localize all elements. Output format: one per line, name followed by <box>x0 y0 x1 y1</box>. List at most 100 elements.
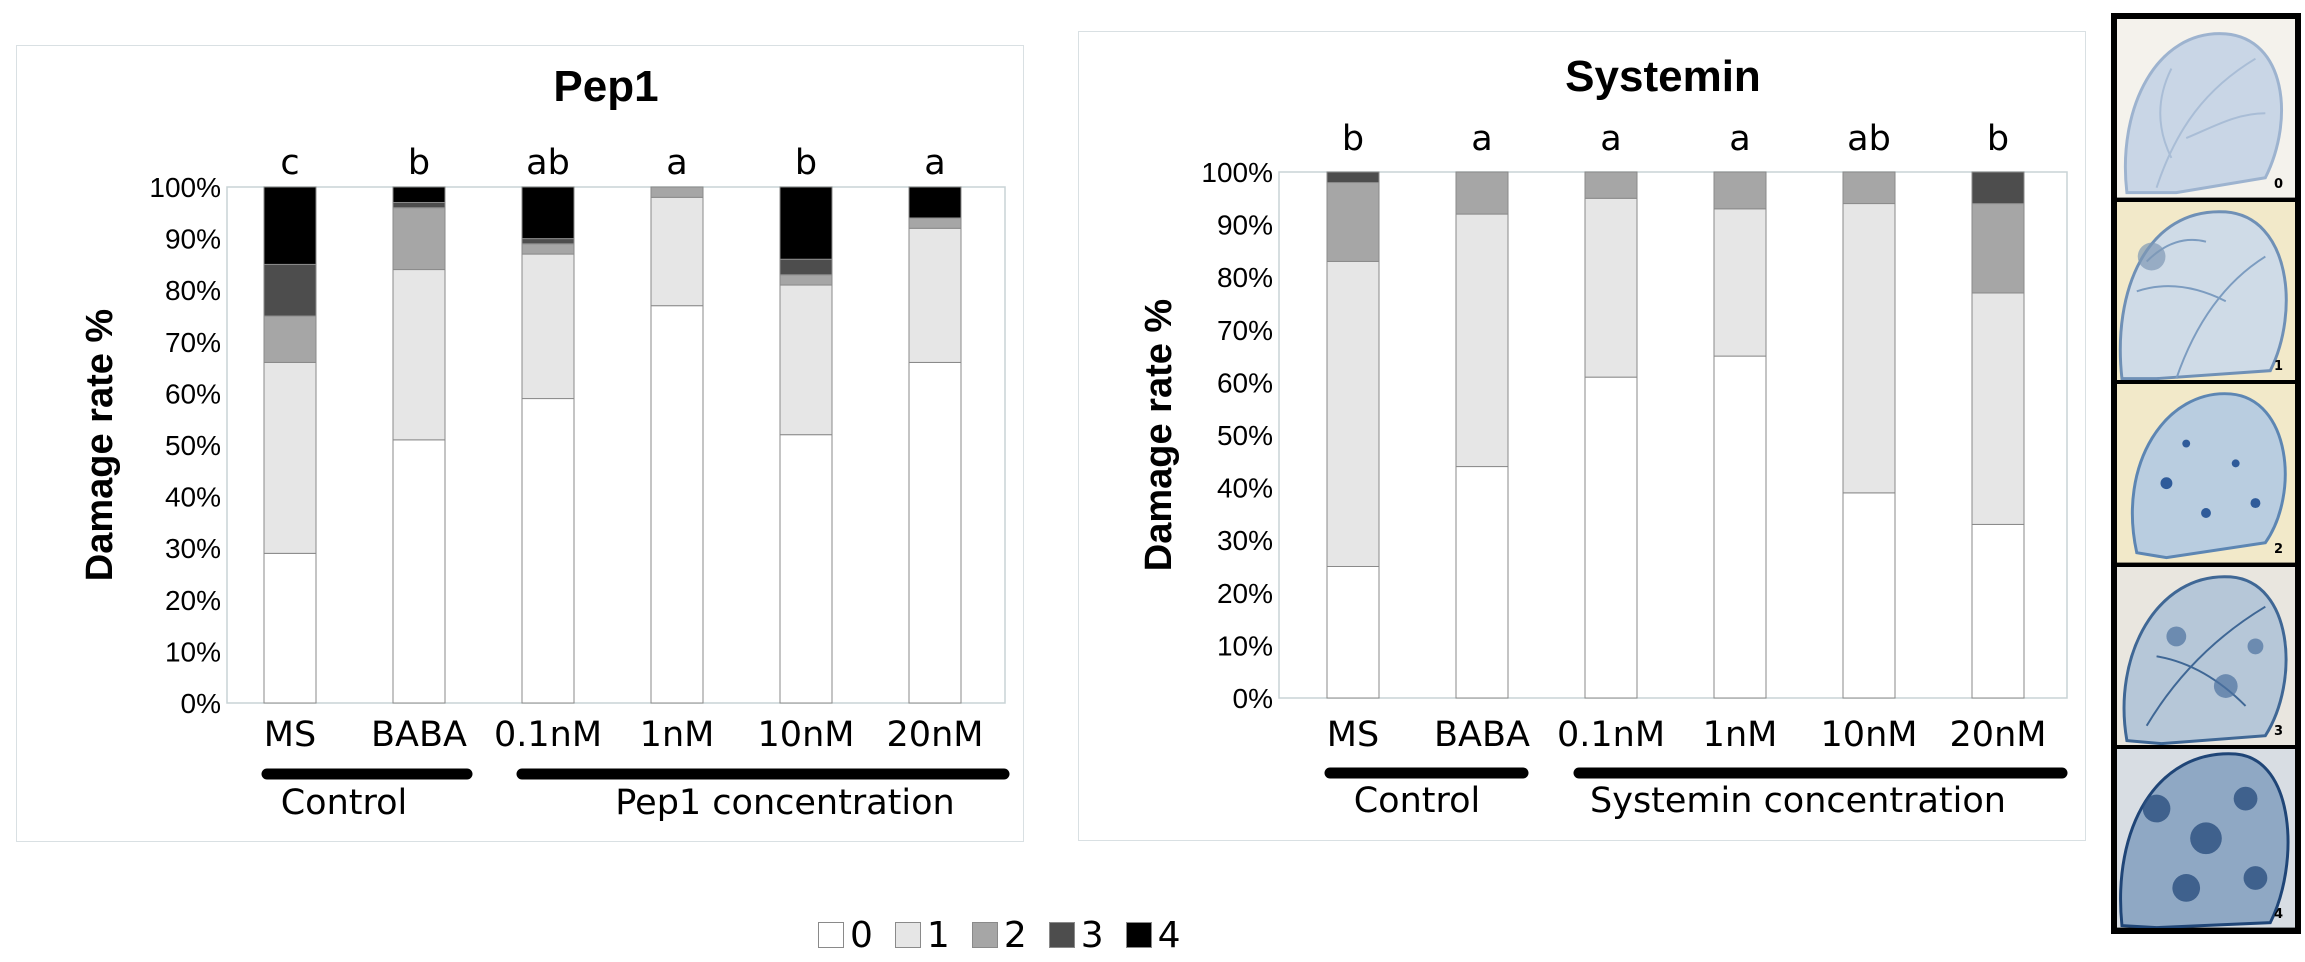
systemin-bar-segment-10nM-level-0 <box>1842 492 1896 699</box>
pep1-bar-segment-20nM-level-4 <box>908 186 962 219</box>
legend-swatch-1 <box>894 922 921 948</box>
leaf-thumbnail-2: 2 <box>2117 384 2295 563</box>
legend-item-2: 2 <box>971 914 1027 956</box>
systemin-bar-segment-BABA-level-0 <box>1455 466 1509 699</box>
pep1-plot-frame <box>226 186 1006 704</box>
pep1-bar-segment-0.1nM-level-4 <box>521 186 575 240</box>
legend-swatch-0 <box>818 922 844 948</box>
systemin-category-label: 0.1nM <box>1557 715 1665 755</box>
pep1-bar-segment-10nM-level-3 <box>779 258 833 276</box>
legend-swatch-3 <box>1048 922 1075 948</box>
systemin-significance-letter: a <box>1471 119 1492 159</box>
systemin-category-label: 20nM <box>1950 715 2047 755</box>
pep1-bar-segment-BABA-level-4 <box>392 186 446 203</box>
pep1-y-tick-label: 60% <box>165 378 221 409</box>
systemin-bar-segment-MS-level-0 <box>1326 566 1380 699</box>
pep1-y-tick-label: 70% <box>165 327 221 358</box>
systemin-y-tick-label: 80% <box>1217 262 1273 293</box>
systemin-y-axis-label: Damage rate % <box>1138 299 1180 571</box>
systemin-chart-title: Systemin <box>1565 52 1761 101</box>
leaf-thumbnail-label-2: 2 <box>2273 541 2283 557</box>
pep1-bar-segment-MS-level-3 <box>263 263 317 317</box>
pep1-bar-segment-1nM-level-0 <box>650 305 704 704</box>
pep1-bar-segment-BABA-level-2 <box>392 207 446 271</box>
systemin-bar-segment-1nM-level-0 <box>1713 355 1767 699</box>
pep1-group-label: Control <box>281 783 408 823</box>
systemin-bar-segment-20nM-level-3 <box>1971 171 2025 205</box>
pep1-bar-segment-MS-level-2 <box>263 315 317 363</box>
pep1-category-label: BABA <box>371 715 467 755</box>
leaf-image-4 <box>2117 749 2295 928</box>
systemin-y-tick-label: 60% <box>1217 367 1273 398</box>
pep1-bar-segment-0.1nM-level-0 <box>521 398 575 704</box>
pep1-y-axis-label: Damage rate % <box>79 309 121 581</box>
systemin-bar-segment-0.1nM-level-0 <box>1584 376 1638 699</box>
systemin-significance-letter: b <box>1987 119 2009 159</box>
systemin-bar-segment-20nM-level-2 <box>1971 203 2025 294</box>
legend-item-0: 0 <box>818 915 873 956</box>
pep1-bar-segment-10nM-level-4 <box>779 186 833 260</box>
systemin-bar-segment-MS-level-3 <box>1326 171 1380 184</box>
pep1-category-label: 10nM <box>758 715 855 755</box>
systemin-y-tick-label: 100% <box>1201 157 1273 188</box>
pep1-bar-segment-BABA-level-1 <box>392 269 446 441</box>
pep1-significance-letter: c <box>280 143 299 183</box>
pep1-bar-segment-10nM-level-2 <box>779 274 833 286</box>
pep1-group-label: Pep1 concentration <box>615 783 954 823</box>
pep1-y-tick-label: 30% <box>165 533 221 564</box>
leaf-thumbnail-label-3: 3 <box>2273 724 2283 740</box>
pep1-category-label: 1nM <box>640 715 715 755</box>
pep1-significance-letter: a <box>666 143 687 183</box>
pep1-category-label: 0.1nM <box>494 715 602 755</box>
leaf-image-0 <box>2117 19 2295 198</box>
systemin-bar-segment-0.1nM-level-2 <box>1584 171 1638 199</box>
pep1-y-tick-label: 100% <box>149 172 221 203</box>
systemin-significance-letter: a <box>1600 119 1621 159</box>
pep1-bar-segment-MS-level-0 <box>263 552 317 704</box>
legend-item-3: 3 <box>1048 915 1104 956</box>
systemin-category-label: 10nM <box>1821 715 1918 755</box>
pep1-bar-segment-BABA-level-3 <box>392 201 446 209</box>
pep1-bar-segment-0.1nM-level-3 <box>521 238 575 245</box>
legend-swatch-4 <box>1125 922 1152 948</box>
pep1-category-label: MS <box>264 715 316 755</box>
systemin-bar-segment-BABA-level-2 <box>1455 171 1509 215</box>
pep1-bar-segment-20nM-level-2 <box>908 217 962 229</box>
legend: 0 1 2 3 4 <box>818 910 1203 960</box>
systemin-significance-letter: b <box>1342 119 1364 159</box>
pep1-bar-segment-BABA-level-0 <box>392 439 446 704</box>
pep1-y-tick-label: 40% <box>165 482 221 513</box>
systemin-bar-segment-10nM-level-2 <box>1842 171 1896 205</box>
leaf-thumbnail-label-4: 4 <box>2273 906 2283 922</box>
systemin-bar-segment-1nM-level-1 <box>1713 208 1767 357</box>
legend-label-2: 2 <box>1003 914 1027 956</box>
pep1-significance-letter: ab <box>526 143 570 183</box>
pep1-category-label: 20nM <box>887 715 984 755</box>
systemin-category-label: BABA <box>1434 715 1530 755</box>
systemin-y-tick-label: 30% <box>1217 525 1273 556</box>
pep1-bar-segment-0.1nM-level-1 <box>521 253 575 400</box>
pep1-chart: Pep1 Damage rate % 0% 10% 20% 30% 40% 50% 60% 70%… <box>79 62 1010 823</box>
systemin-y-tick-label: 20% <box>1217 578 1273 609</box>
leaf-image-1 <box>2117 201 2295 381</box>
systemin-chart: Systemin Damage rate % 0% 10% 20% 30% 40% 50% 60… <box>1138 52 2068 821</box>
systemin-category-label: 1nM <box>1703 715 1778 755</box>
systemin-y-tick-label: 0% <box>1233 683 1273 714</box>
pep1-chart-panel: Pep1 Damage rate % 0% 10% 20% 30% 40% 50% 60% 70%… <box>16 45 1024 842</box>
leaf-thumbnail-1: 1 <box>2117 201 2295 381</box>
leaf-image-3 <box>2117 566 2295 746</box>
legend-label-4: 4 <box>1157 914 1181 956</box>
pep1-bar-segment-20nM-level-1 <box>908 227 962 363</box>
leaf-thumbnail-0: 0 <box>2117 19 2295 198</box>
systemin-group-label: Control <box>1354 781 1481 821</box>
systemin-significance-letter: ab <box>1847 119 1891 159</box>
pep1-y-tick-label: 90% <box>165 224 221 255</box>
legend-swatch-2 <box>971 922 998 948</box>
leaf-thumbnail-3: 3 <box>2117 566 2295 746</box>
pep1-bar-segment-20nM-level-0 <box>908 361 962 704</box>
systemin-plot-frame <box>1278 171 2068 699</box>
systemin-bar-segment-20nM-level-0 <box>1971 523 2025 699</box>
pep1-bar-segment-0.1nM-level-2 <box>521 243 575 255</box>
systemin-bar-segment-10nM-level-1 <box>1842 203 1896 494</box>
pep1-y-tick-label: 10% <box>165 636 221 667</box>
